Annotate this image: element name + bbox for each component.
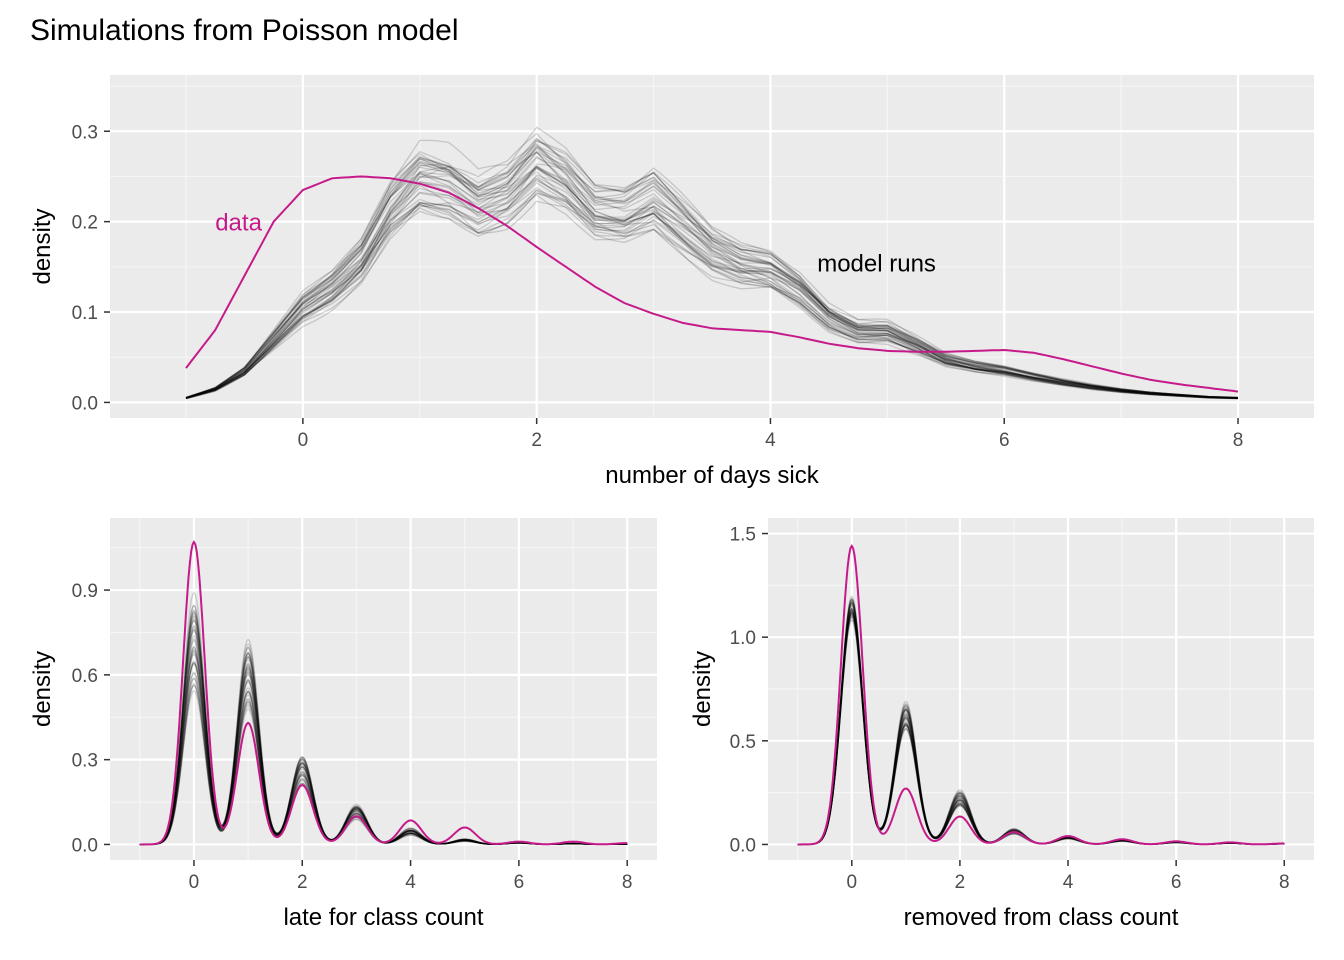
model-run-line bbox=[185, 132, 1239, 399]
y-tick-label: 0.2 bbox=[72, 213, 98, 234]
y-tick-label: 0.6 bbox=[72, 666, 98, 687]
model-run-line bbox=[185, 174, 1239, 399]
model-run-line bbox=[185, 151, 1239, 399]
model-run-line bbox=[185, 165, 1239, 399]
y-tick-label: 0.0 bbox=[72, 835, 98, 856]
model-run-line bbox=[185, 178, 1239, 400]
model-run-line bbox=[185, 192, 1239, 400]
model-run-line bbox=[185, 155, 1239, 399]
model-runs bbox=[185, 126, 1239, 400]
x-tick-label: 6 bbox=[514, 872, 525, 893]
annotation-label: data bbox=[215, 210, 262, 237]
grid-lines bbox=[110, 518, 657, 860]
data-line bbox=[139, 539, 628, 846]
plot-panel bbox=[110, 518, 657, 860]
x-tick-label: 0 bbox=[298, 430, 309, 451]
annotation-label: model runs bbox=[817, 250, 936, 277]
model-run-line bbox=[185, 145, 1239, 399]
x-axis-title: number of days sick bbox=[605, 462, 819, 489]
y-tick-label: 1.0 bbox=[730, 628, 756, 649]
model-run-line bbox=[185, 140, 1239, 399]
x-tick-label: 6 bbox=[999, 430, 1010, 451]
model-run-line bbox=[185, 144, 1239, 399]
chart-title: Simulations from Poisson model bbox=[30, 14, 459, 47]
y-tick-label: 0.5 bbox=[730, 732, 756, 753]
model-run-line bbox=[185, 189, 1239, 400]
model-run-line bbox=[185, 189, 1239, 400]
x-tick-label: 8 bbox=[1279, 872, 1290, 893]
y-axis-title: density bbox=[29, 651, 56, 727]
model-run-line bbox=[185, 146, 1239, 399]
y-tick-label: 0.3 bbox=[72, 122, 98, 143]
model-run-line bbox=[185, 139, 1239, 399]
model-run-line bbox=[185, 171, 1239, 399]
removed-from-class-panel: 0 2 4 6 8 0.0 0.5 1.0 1.5 removed from class coun… bbox=[689, 518, 1314, 931]
x-tick-label: 4 bbox=[1063, 872, 1074, 893]
model-run-line bbox=[185, 150, 1239, 399]
x-tick-label: 4 bbox=[765, 430, 776, 451]
model-run-line bbox=[185, 167, 1239, 399]
y-tick-label: 0.9 bbox=[72, 581, 98, 602]
model-run-line bbox=[185, 182, 1239, 400]
y-tick-label: 0.1 bbox=[72, 303, 98, 324]
model-run-line bbox=[185, 172, 1239, 399]
x-tick-label: 8 bbox=[1233, 430, 1244, 451]
model-run-line bbox=[185, 151, 1239, 399]
y-axis-title: density bbox=[29, 208, 56, 284]
y-axis-title: density bbox=[689, 651, 716, 727]
y-tick-label: 0.0 bbox=[730, 835, 756, 856]
x-tick-label: 8 bbox=[622, 872, 633, 893]
model-run-line bbox=[185, 184, 1239, 400]
model-run-line bbox=[185, 167, 1239, 399]
model-run-line bbox=[185, 179, 1239, 399]
x-tick-label: 2 bbox=[955, 872, 966, 893]
x-axis-title: removed from class count bbox=[904, 904, 1179, 931]
model-run-line bbox=[185, 160, 1239, 399]
y-tick-label: 1.5 bbox=[730, 525, 756, 546]
model-run-line bbox=[185, 151, 1239, 399]
x-axis-title: late for class count bbox=[283, 904, 483, 931]
model-run-line bbox=[185, 138, 1239, 399]
y-tick-label: 0.0 bbox=[72, 393, 98, 414]
model-run-line bbox=[185, 166, 1239, 399]
model-run-line bbox=[185, 157, 1239, 399]
data-line bbox=[185, 175, 1239, 393]
model-run-line bbox=[185, 177, 1239, 400]
x-tick-label: 4 bbox=[405, 872, 416, 893]
y-tick-label: 0.3 bbox=[72, 751, 98, 772]
model-run-line bbox=[185, 163, 1239, 399]
model-run-line bbox=[185, 146, 1239, 399]
late-for-class-panel: 0 2 4 6 8 0.0 0.3 0.6 0.9 late for class count den… bbox=[29, 518, 657, 931]
x-tick-label: 0 bbox=[189, 872, 200, 893]
x-tick-label: 2 bbox=[531, 430, 542, 451]
data-line bbox=[797, 544, 1285, 846]
model-run-line bbox=[185, 194, 1239, 400]
x-tick-label: 0 bbox=[847, 872, 858, 893]
model-run-line bbox=[185, 164, 1239, 399]
x-tick-label: 2 bbox=[297, 872, 308, 893]
model-run-line bbox=[185, 126, 1239, 399]
model-run-line bbox=[185, 137, 1239, 399]
model-run-line bbox=[185, 183, 1239, 399]
x-tick-label: 6 bbox=[1171, 872, 1182, 893]
days-sick-panel: data model runs 0 2 4 6 8 0.0 0.1 0.2 0.3 number of… bbox=[29, 75, 1314, 489]
model-run-line bbox=[185, 139, 1239, 399]
model-run-line bbox=[185, 148, 1239, 399]
model-run-line bbox=[185, 157, 1239, 399]
model-run-line bbox=[185, 192, 1239, 400]
